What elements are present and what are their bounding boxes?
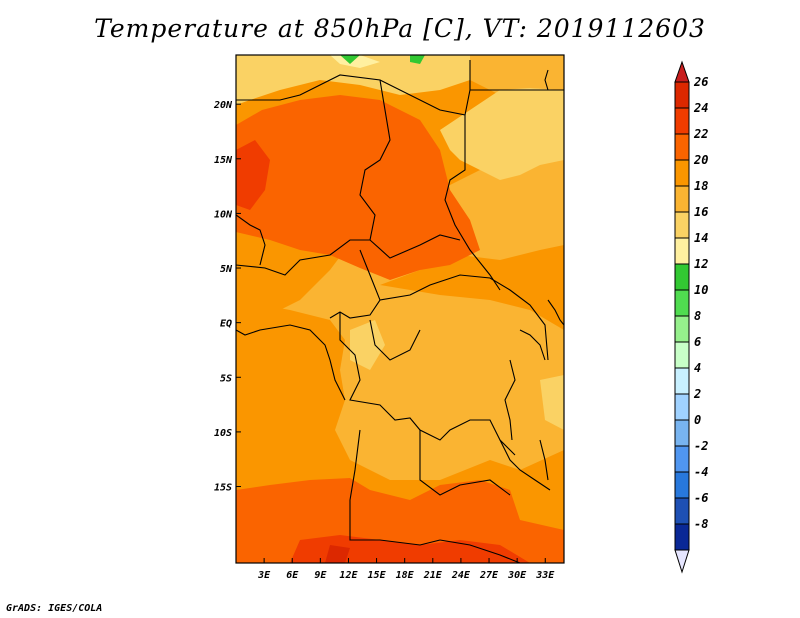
border-botswana-sa [439,539,521,563]
lon-tick-label: 18E [396,570,415,581]
lat-tick-label: 10S [214,428,232,439]
temp-band-22-24-sahel [236,95,480,280]
country-borders [236,60,564,563]
colorbar-swatch [674,81,690,109]
lat-tick-label: 15S [214,483,232,494]
temp-band-26-plus [325,545,350,563]
border-zambia-botswana [419,430,511,496]
colorbar-label: 0 [694,413,701,427]
temp-band-16-18-lakes [540,375,564,430]
colorbar-swatch [674,523,690,551]
lat-tick-label: EQ [220,319,232,330]
lat-tick-label: 20N [213,100,233,111]
lake-malawi [539,439,549,481]
lon-tick-label: 33E [535,570,555,581]
lat-tick-label: 5N [220,264,233,275]
colorbar-swatch [674,445,690,473]
coastline-gulf-of-guinea [236,324,346,401]
colorbar-top-arrow [674,60,690,83]
coast-red-sea [544,69,549,91]
border-niger-chad [236,74,391,241]
lon-tick-label: 15E [368,570,387,581]
colorbar-bottom-arrow [674,549,690,574]
colorbar-swatch [674,367,690,395]
border-congo-angola-zambia [339,312,516,456]
colorbar-swatch [674,471,690,499]
colorbar-label: 24 [693,101,708,115]
colorbar-swatch [674,263,690,291]
border-uganda-kenya [547,299,564,326]
temp-band-24-26-south [290,535,530,563]
lon-tick-label: 24E [451,570,471,581]
lon-tick-label: 21E [423,570,443,581]
colorbar-swatch [674,185,690,213]
border-angola-namibia [349,429,441,546]
temp-band-12-14-east [410,55,425,64]
colorbar-swatch [674,159,690,187]
colorbar-label: 4 [694,361,701,375]
colorbar-swatch [674,497,690,525]
temp-band-24-26-west [236,140,270,210]
border-chad-sudan [379,79,501,291]
temp-band-14-16 [330,55,380,68]
map-axes: 3E 6E 9E 12E 15E 18E 21E 24E 27E 30E 33E 20N 15N 10N 5… [213,100,555,581]
colorbar-label: 16 [694,205,708,219]
colorbar-swatch [674,107,690,135]
colorbar-label: 14 [694,231,708,245]
border-lake-region [519,329,546,361]
colorbar-label: -6 [694,491,708,505]
temp-band-16-18-north [236,55,470,105]
colorbar-label: 8 [694,309,701,323]
colorbar-swatch [674,419,690,447]
lat-tick-label: 10N [214,209,233,220]
colorbar-label: -2 [694,439,708,453]
border-congo-drc [369,319,421,361]
temperature-field [236,55,564,563]
colorbar-label: -8 [694,517,708,531]
colorbar-swatch [674,393,690,421]
colorbar-swatch [674,133,690,161]
temp-band-16-18-east [440,88,564,180]
lat-tick-label: 15N [214,155,233,166]
footer-credit: GrADS: IGES/COLA [6,603,103,614]
temp-band-16-18-coast [350,320,385,370]
map-frame [235,54,565,564]
map-title: Temperature at 850hPa [C], VT: 201911260… [94,14,706,43]
colorbar-label: 26 [693,75,708,89]
temp-band-20-22-east [380,245,564,330]
lon-tick-label: 9E [314,570,327,581]
colorbar-label: 18 [694,179,708,193]
lon-tick-label: 12E [339,570,358,581]
lat-tick-label: 5S [220,373,232,384]
border-nigeria-cameroon-car [236,234,461,276]
border-west-africa [236,214,266,266]
border-car-drc [379,274,549,361]
temp-band-12-14-west [340,55,360,64]
colorbar-label: 6 [694,335,701,349]
colorbar-swatch [674,315,690,343]
colorbar-swatch [674,341,690,369]
colorbar-swatch [674,211,690,239]
temp-band-18-20-ne [470,55,564,95]
colorbar-label: 2 [693,387,701,401]
colorbar-label: 10 [694,283,708,297]
border-zambia-mozambique [499,439,551,491]
colorbar-label: 22 [693,127,708,141]
lon-tick-label: 6E [286,570,299,581]
lon-tick-label: 30E [507,570,527,581]
colorbar-label: 20 [693,153,708,167]
lon-tick-label: 3E [257,570,271,581]
lake-tanganyika [504,359,516,441]
colorbar-swatch [674,237,690,265]
colorbar-swatch [674,289,690,317]
colorbar-label: 12 [694,257,708,271]
colorbar-label: -4 [694,465,708,479]
lon-tick-label: 27E [479,570,499,581]
